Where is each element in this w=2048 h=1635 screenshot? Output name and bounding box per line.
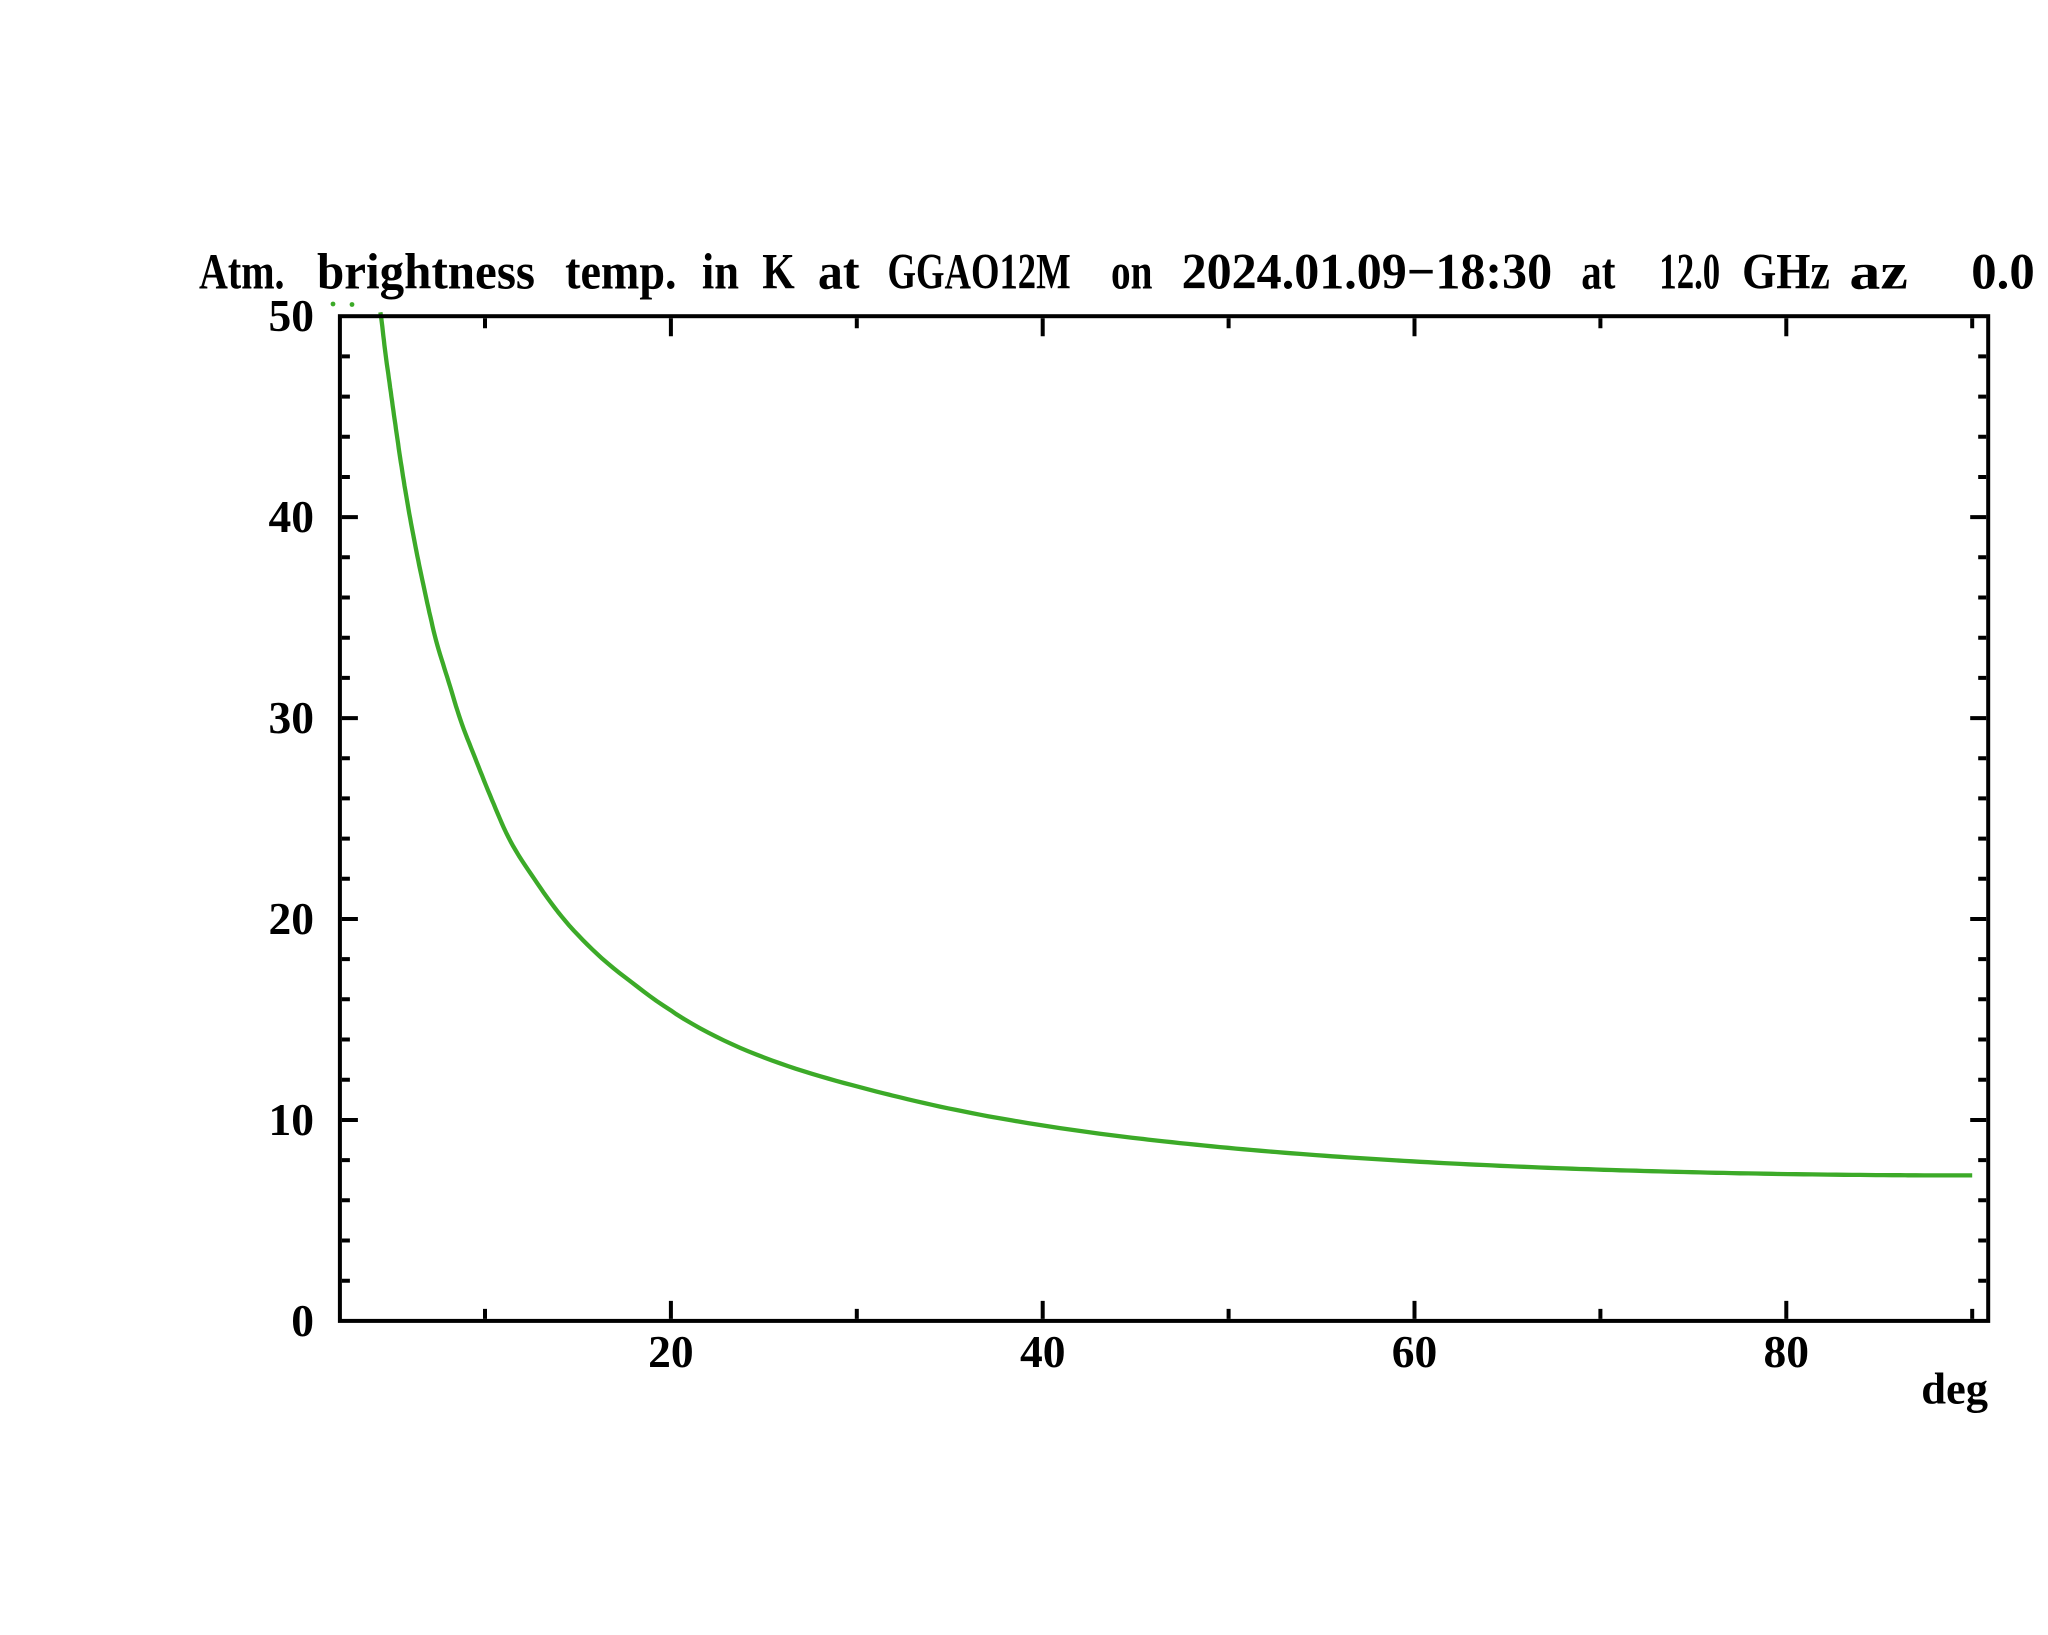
svg-text:at: at: [818, 245, 860, 301]
svg-text:12.0: 12.0: [1659, 245, 1720, 301]
svg-text:az: az: [1849, 245, 1908, 301]
svg-text:2024.01.09−18:30: 2024.01.09−18:30: [1182, 245, 1553, 301]
svg-text:0: 0: [291, 1295, 314, 1346]
svg-text:brightness: brightness: [317, 245, 535, 301]
svg-text:50: 50: [269, 290, 315, 341]
svg-text:deg: deg: [1921, 1364, 1988, 1414]
svg-text:80: 80: [1764, 1326, 1810, 1377]
svg-text:60: 60: [1392, 1326, 1438, 1377]
svg-text:in: in: [702, 245, 739, 301]
svg-text:20: 20: [269, 893, 315, 944]
svg-text:20: 20: [648, 1326, 694, 1377]
svg-text:temp.: temp.: [565, 245, 676, 301]
svg-text:on: on: [1111, 245, 1152, 301]
svg-text:at: at: [1581, 245, 1615, 301]
svg-text:30: 30: [269, 692, 315, 743]
svg-text:10: 10: [269, 1094, 315, 1145]
svg-text:40: 40: [269, 491, 315, 542]
svg-text:K: K: [762, 245, 795, 301]
svg-text:GHz: GHz: [1742, 245, 1830, 301]
svg-text:Atm.: Atm.: [199, 245, 285, 301]
svg-text:40: 40: [1020, 1326, 1066, 1377]
svg-text:GGAO12M: GGAO12M: [888, 245, 1071, 301]
svg-text:0.0: 0.0: [1971, 245, 2034, 301]
